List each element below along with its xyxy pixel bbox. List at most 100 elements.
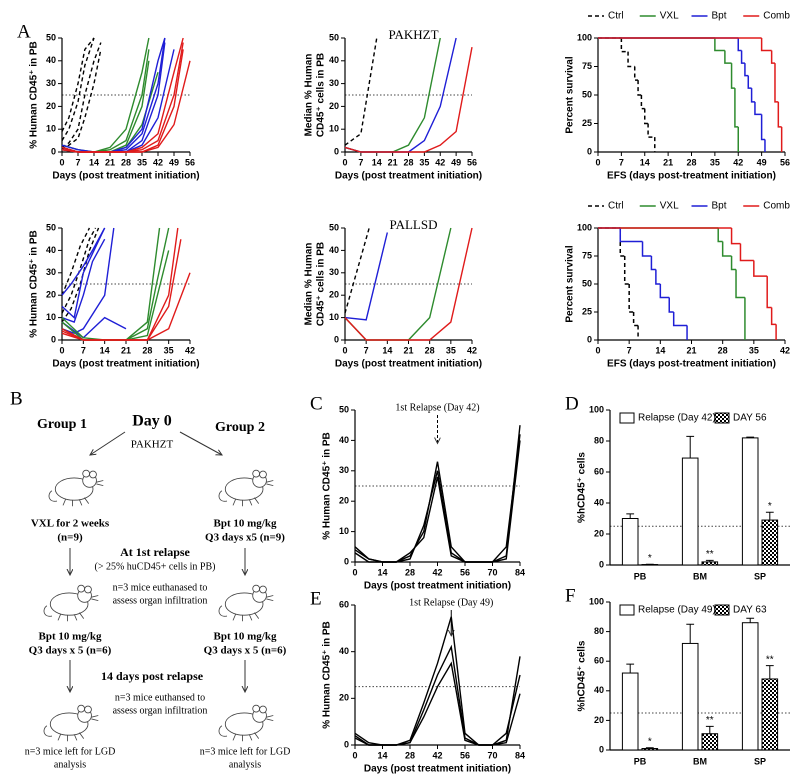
day-label: Day 0	[132, 413, 172, 430]
survival-step	[672, 312, 688, 327]
x-tick-label: 28	[718, 345, 728, 355]
significance-label: **	[706, 715, 714, 726]
y-tick-label: 0	[587, 334, 592, 344]
y-tick-label: 40	[46, 55, 56, 65]
x-tick-label: 21	[388, 157, 398, 167]
x-tick-label: 56	[467, 157, 477, 167]
y-axis-label: % Human CD45⁺ in PB	[29, 41, 40, 149]
x-tick-label: 0	[59, 345, 64, 355]
y-axis-label: Percent survival	[565, 245, 576, 322]
treatment: Bpt 10 mg/kg	[214, 631, 277, 643]
legend-label: VXL	[660, 201, 679, 212]
x-tick-label: 0	[59, 157, 64, 167]
error-bar	[686, 623, 695, 644]
survival-step	[647, 123, 655, 138]
bar	[741, 437, 759, 566]
survival-step	[770, 307, 777, 326]
y-tick-label: 30	[46, 78, 56, 88]
y-tick-label: 20	[594, 715, 604, 725]
survival-step	[632, 312, 639, 327]
y-tick-label: 100	[577, 222, 592, 232]
y-tick-label: 100	[589, 596, 604, 606]
treatment: Q3 days x 5 (n=6)	[29, 645, 112, 657]
series-line	[61, 227, 106, 319]
x-tick-label: 35	[710, 157, 720, 167]
x-tick-label: BM	[693, 571, 707, 581]
y-tick-label: 0	[587, 146, 592, 156]
legend-label: Comb	[763, 201, 790, 212]
survival-step	[620, 38, 629, 53]
error-bar	[765, 511, 774, 521]
y-tick-label: 40	[339, 646, 349, 656]
x-tick-label: 0	[342, 157, 347, 167]
x-tick-label: 21	[686, 345, 696, 355]
survival-step	[721, 241, 732, 257]
bar	[761, 519, 779, 566]
group-label: Group 1	[37, 417, 87, 432]
series-line	[61, 227, 115, 335]
survival-step	[774, 63, 779, 103]
x-tick-label: SP	[754, 756, 766, 766]
series-line	[61, 42, 184, 153]
y-tick-label: 10	[46, 124, 56, 134]
survival-step	[740, 50, 745, 64]
y-tick-label: 10	[329, 312, 339, 322]
significance-label: *	[768, 501, 772, 512]
treatment: Bpt 10 mg/kg	[39, 631, 102, 643]
survival-step	[753, 260, 768, 277]
series-line	[61, 316, 127, 339]
x-tick-label: 42	[432, 750, 442, 760]
note: assess organ infiltration	[113, 705, 208, 716]
x-tick-label: 35	[164, 345, 174, 355]
y-tick-label: 50	[329, 222, 339, 232]
survival-step	[628, 284, 634, 313]
y-tick-label: 40	[46, 245, 56, 255]
y-tick-label: 0	[334, 334, 339, 344]
x-tick-label: 42	[432, 567, 442, 577]
treatment: (n=9)	[57, 532, 83, 544]
series-line	[344, 37, 378, 146]
legend-label: Ctrl	[608, 201, 624, 212]
y-tick-label: 25	[582, 306, 592, 316]
mouse-icon	[218, 584, 274, 622]
x-tick-label: 42	[780, 345, 790, 355]
y-axis-label: % Human CD45⁺ in PB	[322, 432, 333, 540]
note: analysis	[54, 759, 86, 770]
legend-label: Bpt	[712, 11, 727, 22]
survival-step	[637, 80, 642, 96]
x-axis-label: Days (post treatment initiation)	[335, 171, 482, 182]
panel-label: C	[310, 393, 323, 414]
y-tick-label: 50	[46, 32, 56, 42]
x-tick-label: 14	[372, 157, 382, 167]
panel-label: B	[10, 388, 23, 409]
legend-label: Ctrl	[608, 11, 624, 22]
survival-step	[724, 50, 732, 64]
survival-step	[644, 108, 649, 125]
x-tick-label: 42	[153, 157, 163, 167]
error-bar	[705, 559, 714, 562]
bar	[701, 561, 719, 566]
error-bar	[626, 663, 635, 674]
note: analysis	[229, 759, 261, 770]
y-tick-label: 40	[339, 435, 349, 445]
error-bar	[686, 435, 695, 459]
x-axis-label: Days (post treatment initiation)	[335, 359, 482, 370]
survival-step	[730, 228, 741, 245]
x-tick-label: 7	[358, 157, 363, 167]
bar	[621, 672, 639, 751]
survival-step	[754, 101, 762, 116]
legend-swatch	[619, 604, 635, 616]
survival-step	[655, 269, 661, 285]
x-tick-label: 42	[733, 157, 743, 167]
series-line	[61, 60, 150, 153]
x-tick-label: 21	[663, 157, 673, 167]
x-tick-label: 42	[435, 157, 445, 167]
x-tick-label: 7	[364, 345, 369, 355]
y-tick-label: 20	[339, 693, 349, 703]
x-tick-label: 21	[121, 345, 131, 355]
x-tick-label: 14	[100, 345, 110, 355]
bar	[641, 748, 659, 751]
y-tick-label: 0	[599, 744, 604, 754]
series-line	[61, 227, 100, 323]
x-axis-label: EFS (days post-treatment initiation)	[607, 359, 776, 370]
